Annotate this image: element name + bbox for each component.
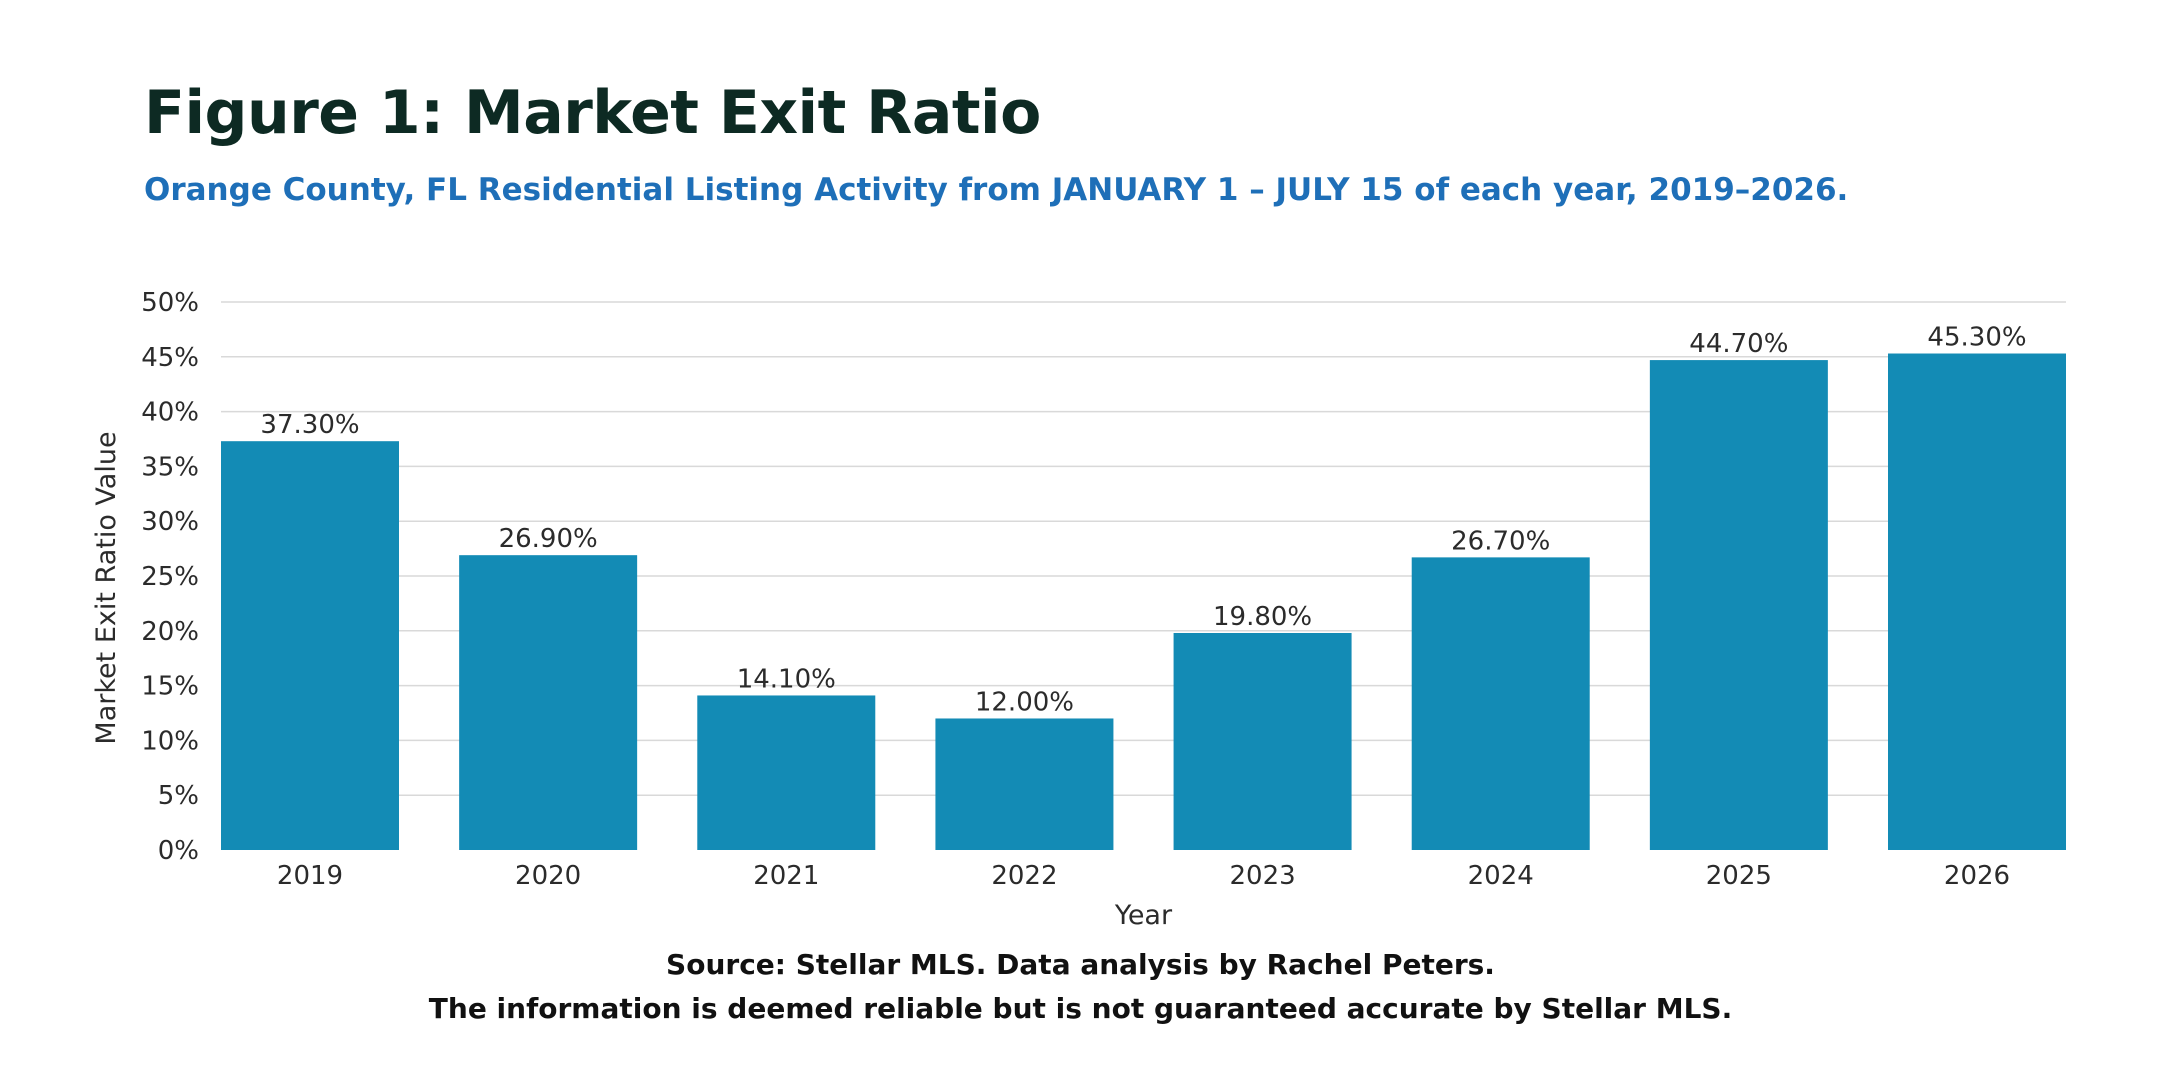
y-tick-label: 30% xyxy=(141,507,199,537)
bar-2023 xyxy=(1173,632,1352,850)
y-tick-label: 45% xyxy=(141,343,199,373)
y-axis-ticks: 0% 5% 10% 15% 20% 25% 30% 35% 40% 45% 50% xyxy=(141,288,199,866)
value-label-2020: 26.90% xyxy=(499,524,598,554)
chart-subtitle: Orange County, FL Residential Listing Ac… xyxy=(144,172,1849,208)
x-tick-label: 2021 xyxy=(753,861,819,891)
x-tick-label: 2026 xyxy=(1944,861,2010,891)
bar-2022 xyxy=(935,718,1114,850)
value-label-2023: 19.80% xyxy=(1213,602,1312,632)
y-tick-label: 10% xyxy=(141,726,199,756)
y-tick-label: 25% xyxy=(141,562,199,592)
bar-2021 xyxy=(697,695,876,850)
value-label-2026: 45.30% xyxy=(1927,323,2026,353)
y-axis-label: Market Exit Ratio Value xyxy=(91,431,122,744)
chart-title: Figure 1: Market Exit Ratio xyxy=(144,78,1041,148)
bar-2025 xyxy=(1649,360,1828,850)
source-note: Source: Stellar MLS. Data analysis by Ra… xyxy=(666,948,1495,981)
x-axis-ticks: 2019 2020 2021 2022 2023 2024 2025 2026 xyxy=(277,861,2010,891)
bar-chart: 0% 5% 10% 15% 20% 25% 30% 35% 40% 45% 50% 37.30% 26… xyxy=(91,288,2066,931)
x-tick-label: 2020 xyxy=(515,861,581,891)
y-tick-label: 50% xyxy=(141,288,199,318)
x-tick-label: 2023 xyxy=(1229,861,1295,891)
value-label-2022: 12.00% xyxy=(975,687,1074,717)
bar-2019 xyxy=(221,441,399,850)
y-tick-label: 0% xyxy=(158,836,199,866)
x-tick-label: 2025 xyxy=(1706,861,1772,891)
x-tick-label: 2022 xyxy=(991,861,1057,891)
y-tick-label: 40% xyxy=(141,398,199,428)
value-label-2019: 37.30% xyxy=(260,410,359,440)
bar-2024 xyxy=(1411,557,1590,850)
value-label-2021: 14.10% xyxy=(737,664,836,694)
value-label-2024: 26.70% xyxy=(1451,526,1550,556)
bar-2026 xyxy=(1888,353,2066,850)
y-tick-label: 15% xyxy=(141,672,199,702)
value-label-2025: 44.70% xyxy=(1689,329,1788,359)
bars xyxy=(221,353,2066,850)
x-tick-label: 2024 xyxy=(1468,861,1534,891)
y-tick-label: 5% xyxy=(158,781,199,811)
bar-2020 xyxy=(459,555,638,850)
x-tick-label: 2019 xyxy=(277,861,343,891)
disclaimer-note: The information is deemed reliable but i… xyxy=(428,992,1733,1025)
value-labels: 37.30% 26.90% 14.10% 12.00% 19.80% 26.70% 44.7… xyxy=(260,323,2026,718)
y-tick-label: 35% xyxy=(141,452,199,482)
y-tick-label: 20% xyxy=(141,617,199,647)
x-axis-label: Year xyxy=(1114,900,1173,931)
